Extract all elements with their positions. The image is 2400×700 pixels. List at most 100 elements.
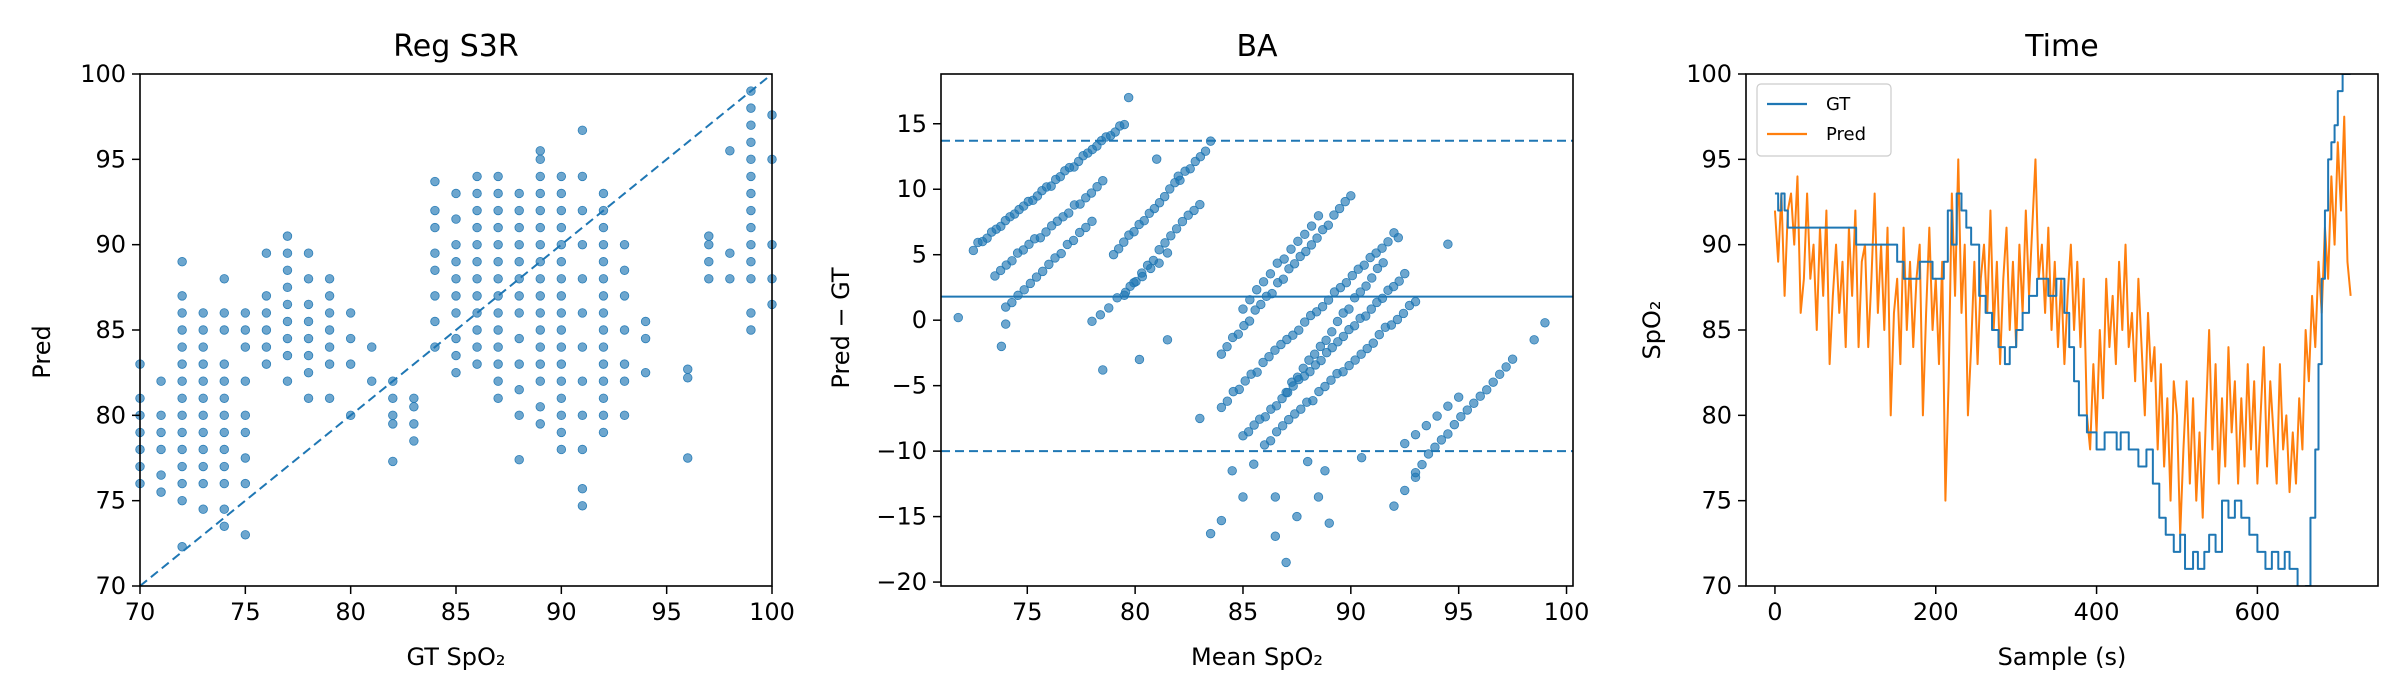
- p1-point-153: [514, 385, 524, 395]
- p2-point-99: [1177, 216, 1188, 227]
- p2-point-297: [1393, 232, 1403, 243]
- p1-point-59: [240, 342, 251, 352]
- p1-point-32: [198, 427, 208, 438]
- p2-point-240: [1378, 258, 1388, 268]
- p1-point-87: [324, 342, 335, 352]
- p1-point-204: [577, 308, 588, 318]
- p1-point-222: [598, 222, 609, 233]
- p3-xtick-label-3: 600: [2234, 598, 2280, 626]
- p1-point-142: [493, 308, 503, 318]
- p2-point-143: [1252, 367, 1262, 377]
- p1-point-212: [598, 393, 609, 403]
- p2-point-236: [1355, 287, 1366, 297]
- p2-point-84: [1185, 164, 1195, 174]
- p2-ytick-label-2: 5: [912, 241, 927, 269]
- p1-ytick-label-2: 80: [95, 401, 126, 429]
- p1-point-182: [556, 427, 567, 438]
- p2-point-199: [1271, 427, 1282, 437]
- p1-point-81: [303, 316, 314, 327]
- legend-pred-label: Pred: [1826, 124, 1866, 145]
- p2-point-113: [1216, 349, 1227, 359]
- p1-point-224: [598, 188, 609, 199]
- p1-point-58: [240, 376, 251, 386]
- p2-point-150: [1294, 325, 1304, 335]
- p1-point-229: [619, 291, 630, 301]
- p1-point-154: [514, 359, 524, 369]
- p2-point-222: [1410, 297, 1421, 307]
- p2-point-274: [1453, 392, 1464, 402]
- p1-point-175: [535, 222, 545, 233]
- p1-point-56: [240, 427, 251, 438]
- p1-point-228: [619, 325, 630, 335]
- p2-point-261: [1462, 405, 1473, 415]
- p1-point-242: [725, 274, 735, 284]
- p2-point-289: [1292, 511, 1302, 522]
- p2-point-168: [1243, 427, 1254, 437]
- p2-point-184: [1333, 337, 1343, 347]
- p1-xtick-label-2: 80: [335, 598, 366, 626]
- p1-point-26: [177, 291, 187, 301]
- p1-point-48: [219, 376, 229, 386]
- p1-point-208: [577, 171, 588, 182]
- p1-point-37: [198, 342, 208, 352]
- p1-point-178: [535, 171, 545, 182]
- p2-point-210: [1338, 367, 1348, 377]
- p1-point-211: [598, 410, 609, 421]
- p1-point-75: [282, 248, 293, 258]
- p1-point-122: [451, 239, 461, 250]
- p2-point-109: [1137, 271, 1148, 282]
- p1-point-203: [577, 342, 588, 352]
- p1-point-52: [219, 274, 229, 284]
- panel-2-agreement-lines: [941, 139, 1573, 453]
- p2-point-254: [1417, 459, 1427, 470]
- p1-point-238: [704, 274, 714, 284]
- p1-point-159: [514, 257, 524, 267]
- p2-point-246: [1272, 258, 1282, 268]
- p1-point-191: [556, 274, 567, 284]
- p2-point-249: [1293, 236, 1303, 246]
- p1-point-100: [388, 410, 398, 421]
- p1-point-105: [409, 402, 419, 412]
- p2-point-195: [1394, 276, 1404, 286]
- p2-point-102: [1195, 199, 1205, 210]
- p2-point-0: [968, 245, 979, 256]
- p1-point-243: [725, 248, 735, 258]
- p2-point-218: [1386, 320, 1397, 330]
- p2-point-57: [1019, 285, 1029, 295]
- p2-point-39: [1018, 245, 1029, 255]
- p1-point-258: [746, 86, 756, 96]
- p2-point-136: [1346, 191, 1356, 201]
- p1-point-194: [556, 222, 567, 233]
- p1-point-11: [156, 410, 166, 421]
- p3-xtick-label-2: 400: [2074, 598, 2120, 626]
- p1-point-135: [472, 188, 482, 199]
- p2-point-159: [1347, 270, 1358, 281]
- p2-point-161: [1359, 260, 1369, 270]
- p1-point-54: [240, 478, 251, 489]
- p1-point-133: [472, 222, 482, 233]
- p2-point-277: [1001, 319, 1011, 329]
- p2-point-276: [996, 341, 1007, 352]
- p1-point-18: [177, 427, 187, 438]
- p2-point-229: [1315, 341, 1326, 352]
- p1-point-219: [598, 274, 609, 284]
- panel-2-x-ticks: 75 80 85 90 95 100: [1012, 586, 1589, 626]
- panel-1-identity-line: [139, 73, 773, 587]
- p1-point-21: [177, 376, 187, 386]
- p2-point-106: [1112, 293, 1122, 303]
- p1-point-246: [746, 308, 756, 318]
- p3-ytick-label-3: 85: [1701, 316, 1732, 344]
- p2-point-51: [1086, 188, 1097, 198]
- p2-point-144: [1258, 357, 1268, 368]
- p2-point-273: [1443, 401, 1453, 411]
- p1-point-118: [451, 308, 461, 318]
- p2-point-114: [1222, 341, 1232, 352]
- p2-point-238: [1367, 273, 1377, 283]
- p2-point-101: [1189, 205, 1199, 216]
- p2-point-157: [1335, 282, 1346, 293]
- p1-point-207: [577, 205, 588, 216]
- p2-point-58: [1025, 278, 1036, 289]
- panel-2-frame: [940, 73, 1574, 587]
- p1-point-123: [451, 214, 461, 224]
